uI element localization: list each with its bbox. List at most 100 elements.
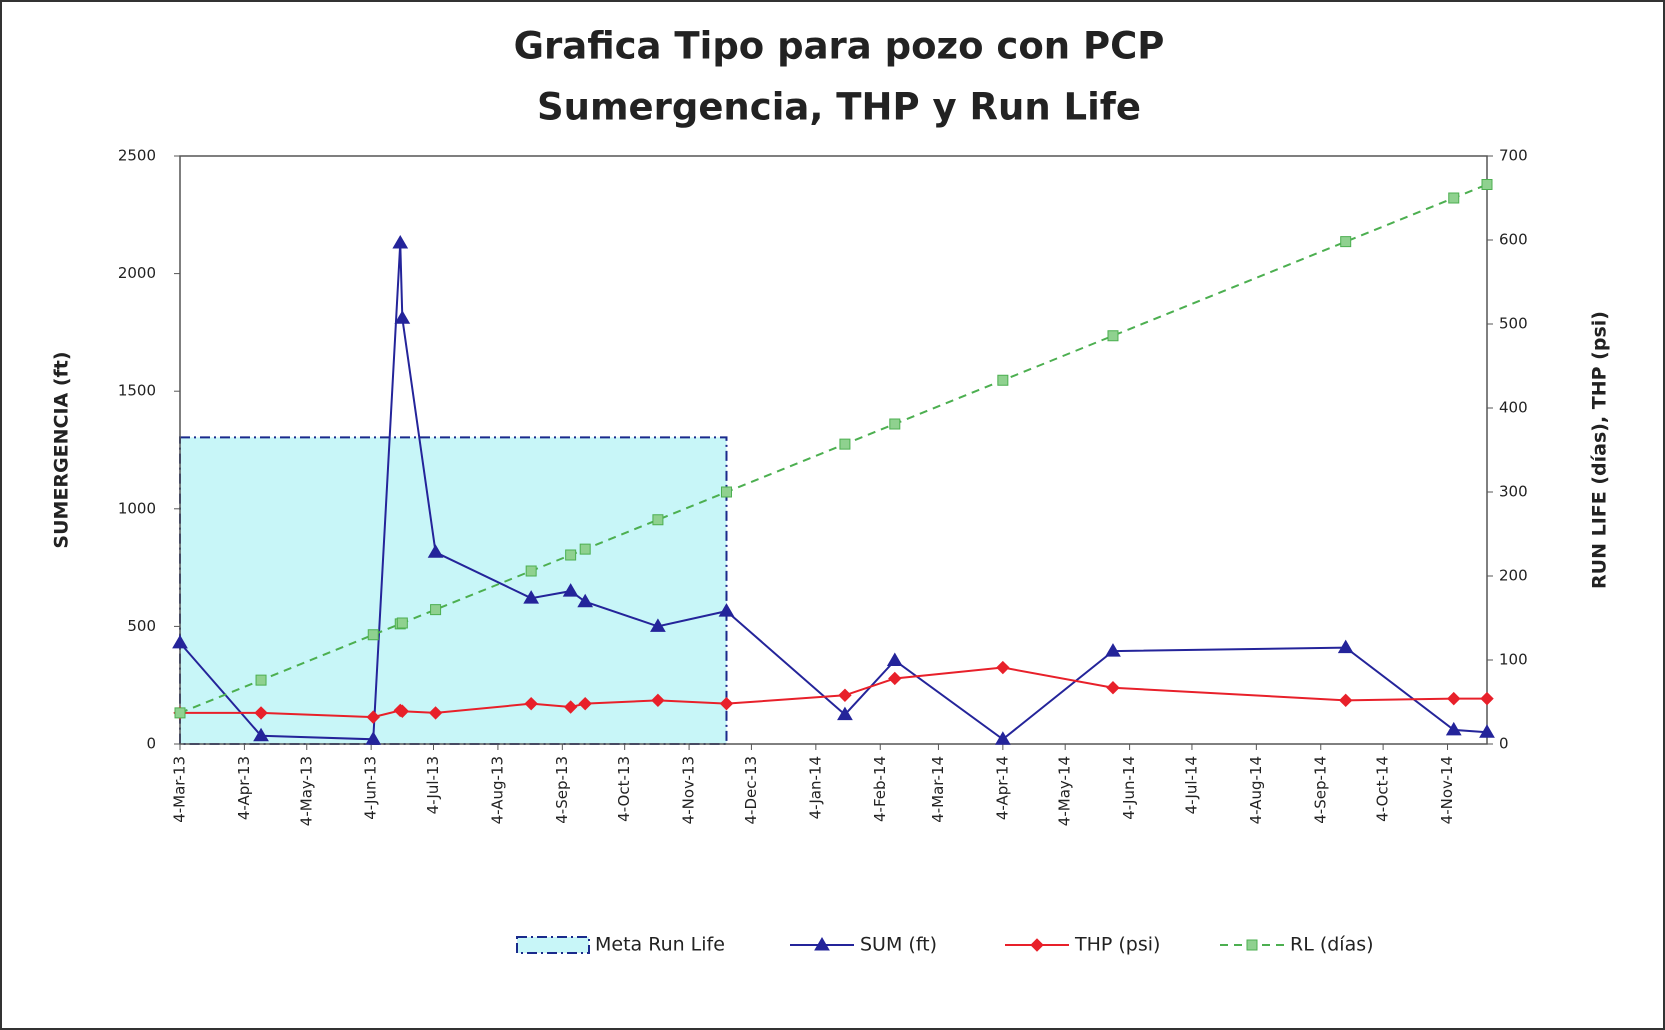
x-tick-label: 4-Apr-14 (993, 756, 1011, 820)
series-marker (365, 731, 382, 745)
series-line (179, 183, 1488, 714)
series-marker (1447, 691, 1461, 706)
x-tick-label: 4-Nov-13 (680, 756, 698, 824)
series-marker (1448, 192, 1460, 204)
series-marker (1479, 724, 1495, 738)
y-tick-label: 0 (146, 735, 156, 753)
x-tick-label: 4-Mar-13 (171, 756, 189, 823)
y-axis-title: SUMERGENCIA (ft) (51, 351, 73, 548)
legend-label: SUM (ft) (860, 934, 937, 956)
series-marker (886, 652, 903, 667)
x-tick-label: 4-Sep-13 (553, 756, 571, 824)
x-tick-label: 4-Aug-14 (1247, 756, 1265, 824)
legend-swatch (516, 936, 590, 954)
series-marker (650, 618, 666, 632)
y2-tick-label: 600 (1499, 231, 1528, 249)
x-tick-label: 4-Dec-13 (742, 756, 760, 824)
series-marker (839, 438, 851, 450)
series-marker (396, 617, 408, 629)
series-marker (392, 235, 409, 249)
series-marker (172, 634, 188, 649)
y-tick-label: 2500 (118, 147, 156, 165)
series-marker (1105, 643, 1121, 657)
y-tick-label: 2000 (118, 264, 156, 282)
series-marker (366, 710, 380, 724)
x-tick-label: 4-Jul-14 (1182, 756, 1200, 814)
series-marker (1337, 639, 1354, 654)
series-marker (579, 543, 591, 555)
series-marker (1338, 693, 1353, 708)
y2-tick-label: 700 (1499, 147, 1528, 165)
x-tick-label: 4-Oct-14 (1374, 756, 1392, 822)
series-marker (428, 706, 443, 720)
x-tick-label: 4-Feb-14 (871, 756, 889, 822)
x-tick-label: 4-Jun-14 (1120, 756, 1138, 820)
y-tick-label: 1500 (118, 382, 156, 400)
series-marker (838, 688, 852, 702)
x-tick-label: 4-Apr-13 (235, 756, 253, 820)
series-marker (523, 590, 540, 604)
series-marker (889, 418, 901, 430)
x-tick-label: 4-Jan-14 (806, 756, 824, 819)
x-tick-label: 4-Nov-14 (1438, 756, 1456, 824)
series-marker (174, 707, 186, 719)
legend-marker (1246, 939, 1258, 951)
legend-label: THP (psi) (1074, 934, 1160, 956)
chart-subtitle: Sumergencia, THP y Run Life (537, 86, 1141, 129)
series-marker (996, 660, 1010, 675)
series-marker (888, 671, 902, 686)
series-marker (367, 629, 379, 641)
series-marker (524, 696, 538, 711)
series-marker (253, 727, 269, 742)
x-tick-label: 4-Sep-14 (1311, 756, 1329, 824)
y2-tick-label: 500 (1499, 315, 1528, 333)
legend-marker-shape (1030, 938, 1044, 952)
y2-tick-label: 400 (1499, 399, 1528, 417)
series-marker (394, 310, 411, 324)
series-marker (254, 706, 268, 720)
target-area (179, 436, 728, 745)
x-tick-label: 4-May-14 (1056, 756, 1074, 826)
series-marker (997, 374, 1009, 386)
legend-marker-shape (814, 937, 830, 951)
series-marker (1481, 179, 1493, 191)
x-tick-label: 4-Jul-13 (424, 756, 442, 814)
series-marker (525, 565, 537, 577)
y2-tick-label: 300 (1499, 483, 1528, 501)
chart-title: Grafica Tipo para pozo con PCP (514, 25, 1165, 68)
series-marker (837, 706, 853, 721)
x-tick-label: 4-Mar-14 (929, 756, 947, 823)
x-tick-label: 4-May-13 (297, 756, 315, 826)
series-marker (427, 544, 444, 558)
legend-marker (1030, 938, 1044, 952)
series-marker (430, 604, 442, 616)
series-marker (720, 486, 732, 498)
series-marker (1340, 236, 1352, 248)
series-marker (578, 696, 592, 711)
series-marker (563, 700, 578, 714)
series-marker (562, 583, 579, 597)
series-marker (1107, 330, 1119, 342)
series-marker (994, 731, 1011, 745)
series-marker (255, 674, 267, 686)
legend-label: RL (días) (1290, 934, 1374, 956)
x-tick-label: 4-Jun-13 (362, 756, 380, 820)
series-marker (651, 693, 665, 708)
y-tick-label: 1000 (118, 499, 156, 517)
y2-tick-label: 200 (1499, 567, 1528, 585)
legend-marker (814, 937, 830, 951)
y2-tick-label: 0 (1499, 735, 1509, 753)
series-marker (652, 514, 664, 526)
series-marker (718, 603, 735, 617)
series-marker (719, 696, 734, 711)
series-marker (395, 704, 410, 718)
legend-marker-shape (1246, 939, 1258, 951)
series-marker (1445, 721, 1462, 736)
series-marker (565, 549, 577, 561)
x-tick-label: 4-Oct-13 (615, 756, 633, 822)
plot-frame (179, 155, 1488, 745)
y2-axis-title: RUN LIFE (días), THP (psi) (1589, 311, 1611, 589)
x-tick-label: 4-Aug-13 (488, 756, 506, 824)
series-marker (1106, 681, 1120, 695)
